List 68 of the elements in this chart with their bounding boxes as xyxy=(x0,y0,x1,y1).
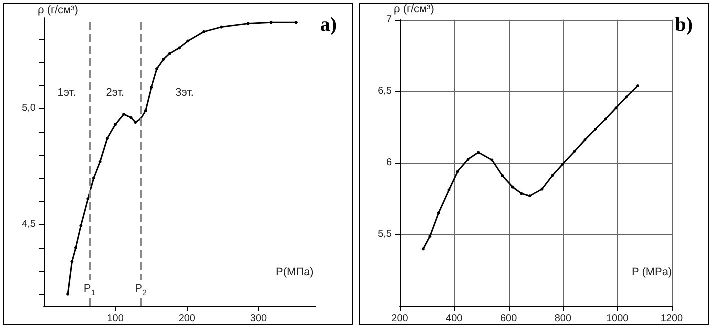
x-tick-label: 200 xyxy=(392,314,409,324)
annotation: 1эт. xyxy=(58,86,76,99)
point xyxy=(92,176,96,180)
x-axis-title: P(МПа) xyxy=(276,266,314,278)
x-tick-label: 600 xyxy=(500,314,518,324)
point xyxy=(528,194,532,198)
x-tick-label: 1200 xyxy=(660,314,684,324)
point xyxy=(422,248,425,251)
point xyxy=(437,212,440,215)
x-tick-label: 200 xyxy=(178,314,196,324)
y-tick-label: 5,5 xyxy=(378,228,392,240)
point xyxy=(270,21,273,24)
point xyxy=(540,188,544,191)
point xyxy=(186,40,190,43)
point xyxy=(456,170,460,174)
point xyxy=(604,118,608,121)
x-tick-label: 400 xyxy=(446,314,464,324)
y-tick-label: 6 xyxy=(386,157,392,168)
point xyxy=(490,158,494,162)
point xyxy=(144,109,148,112)
point xyxy=(74,246,78,250)
point xyxy=(594,128,598,131)
point xyxy=(98,160,102,164)
line-series xyxy=(422,84,640,251)
point xyxy=(448,188,451,192)
y-axis-title: ρ (г/см³) xyxy=(38,4,78,16)
point xyxy=(202,30,206,34)
point xyxy=(220,26,223,29)
point xyxy=(156,68,159,71)
point xyxy=(573,150,576,154)
x-tick-label: 300 xyxy=(250,314,268,324)
point xyxy=(511,186,514,189)
x-tick-label: 800 xyxy=(554,314,572,324)
point xyxy=(162,58,165,62)
y-tick-label: 6,5 xyxy=(378,86,392,97)
annotation: 3эт. xyxy=(176,86,194,99)
point xyxy=(86,198,90,201)
point xyxy=(134,121,138,124)
point xyxy=(551,174,554,178)
y-axis-title: ρ (г/см³) xyxy=(394,4,434,16)
point xyxy=(80,224,83,228)
point xyxy=(520,192,524,196)
point xyxy=(294,21,298,24)
point xyxy=(122,112,126,116)
point xyxy=(561,162,564,166)
y-tick-label: 5,0 xyxy=(22,103,36,114)
y-tick-label: 4,5 xyxy=(22,219,36,230)
point xyxy=(150,86,154,90)
x-tick-label: 100 xyxy=(107,314,124,324)
point xyxy=(501,174,504,178)
chart-title: b) xyxy=(675,14,694,36)
point xyxy=(625,96,628,99)
point xyxy=(477,151,480,154)
y-tick-label: 7 xyxy=(386,14,392,26)
point xyxy=(584,138,587,142)
point xyxy=(114,123,117,126)
chart-title: a) xyxy=(320,14,338,36)
point xyxy=(66,292,70,296)
point xyxy=(246,22,250,26)
point xyxy=(106,137,109,140)
x-tick-label: 1000 xyxy=(606,314,630,324)
point xyxy=(70,260,74,264)
point xyxy=(178,46,181,50)
annotation: 2эт. xyxy=(106,86,125,99)
point xyxy=(428,234,432,238)
point xyxy=(466,158,470,162)
point xyxy=(130,116,133,120)
x-axis-title: P (MPa) xyxy=(632,266,672,278)
